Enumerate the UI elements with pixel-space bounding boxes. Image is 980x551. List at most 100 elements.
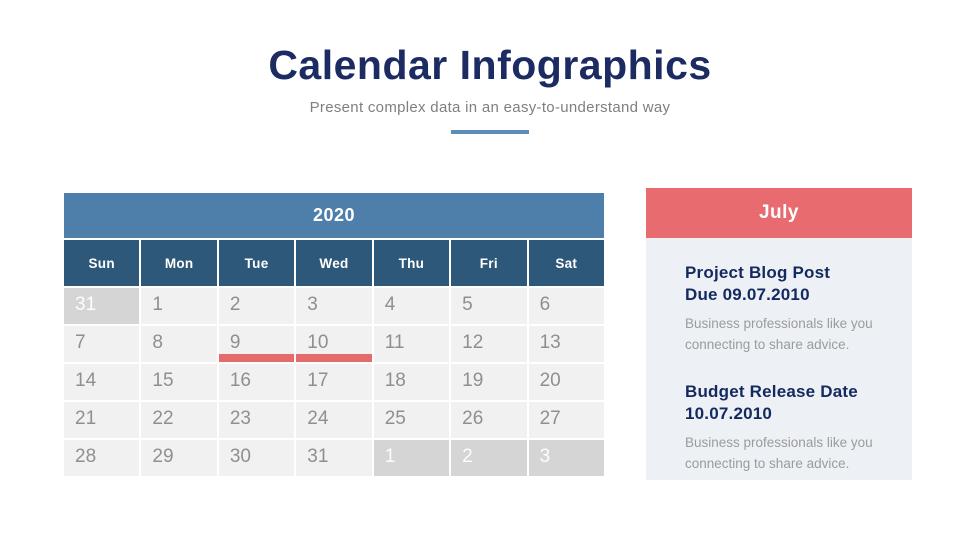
day-number: 1 xyxy=(152,294,163,315)
day-number: 4 xyxy=(384,294,396,315)
month-panel: July Project Blog Post Due 09.07.2010 Busi… xyxy=(646,188,912,480)
calendar-day-cell: 12 xyxy=(451,326,527,362)
calendar-day-cell: 25 xyxy=(373,402,450,438)
day-number: 6 xyxy=(539,294,551,315)
day-number: 17 xyxy=(307,370,329,391)
calendar-day-cell: 5 xyxy=(451,288,527,324)
day-number: 15 xyxy=(152,370,174,391)
calendar-day-cell: 2 xyxy=(218,288,295,324)
calendar-year-header: 2020 xyxy=(64,193,604,238)
day-number: 13 xyxy=(539,332,561,353)
day-header-cell: Thu xyxy=(373,240,450,286)
day-number: 12 xyxy=(462,332,484,353)
calendar-day-cell: 27 xyxy=(528,402,604,438)
calendar-day-cell: 8 xyxy=(141,326,217,362)
day-number: 1 xyxy=(384,446,396,467)
day-number: 2 xyxy=(229,294,241,315)
event-title-line: Due 09.07.2010 xyxy=(685,285,810,304)
event-marker-bar xyxy=(218,354,295,362)
day-number: 22 xyxy=(152,408,174,429)
event-title-line: Budget Release Date xyxy=(685,382,858,401)
day-number: 21 xyxy=(75,408,97,429)
calendar-day-cell: 11 xyxy=(373,326,450,362)
day-number: 31 xyxy=(307,446,329,467)
day-header-cell: Tue xyxy=(218,240,295,286)
event-marker-bar xyxy=(296,354,372,362)
title-divider xyxy=(451,130,529,134)
calendar-day-cell: 1 xyxy=(141,288,217,324)
day-number: 28 xyxy=(75,446,97,467)
day-number: 2 xyxy=(462,446,473,467)
calendar-day-header-row: Sun Mon Tue Wed Thu Fri Sat xyxy=(64,240,604,286)
day-number: 23 xyxy=(229,408,251,429)
day-number: 18 xyxy=(384,370,406,391)
day-number: 20 xyxy=(539,370,561,391)
month-panel-header: July xyxy=(646,188,912,238)
day-number: 10 xyxy=(307,332,329,353)
calendar-day-cell: 2 xyxy=(451,440,527,476)
calendar-day-cell: 23 xyxy=(218,402,295,438)
calendar-day-cell: 7 xyxy=(64,326,140,362)
calendar-day-cell: 3 xyxy=(528,440,604,476)
calendar-day-cell: 9 xyxy=(218,326,295,362)
calendar-day-cell: 6 xyxy=(528,288,604,324)
day-number: 14 xyxy=(75,370,97,391)
event-title-line: 10.07.2010 xyxy=(685,404,773,423)
event-description: Business professionals like you connecti… xyxy=(685,435,873,471)
day-header-cell: Sat xyxy=(528,240,604,286)
calendar-day-cell: 1 xyxy=(373,440,450,476)
calendar-day-cell: 28 xyxy=(64,440,140,476)
calendar-day-cell: 3 xyxy=(296,288,372,324)
calendar-day-cell: 29 xyxy=(141,440,217,476)
calendar-day-cell: 22 xyxy=(141,402,217,438)
calendar-day-cell: 30 xyxy=(218,440,295,476)
event-title: Budget Release Date 10.07.2010 xyxy=(685,381,890,425)
day-number: 19 xyxy=(462,370,484,391)
calendar-day-cell: 18 xyxy=(373,364,450,400)
day-number: 8 xyxy=(152,332,163,353)
day-number: 11 xyxy=(384,332,405,353)
calendar-grid: 31 1 2 3 4 5 6 7 8 9 10 11 12 13 14 15 16 17 18 19 20 21 22 23 2… xyxy=(64,288,604,476)
day-number: 29 xyxy=(152,446,174,467)
day-header-cell: Fri xyxy=(451,240,527,286)
day-number: 5 xyxy=(462,294,473,315)
day-number: 31 xyxy=(75,294,97,315)
event-title: Project Blog Post Due 09.07.2010 xyxy=(685,262,890,306)
day-number: 25 xyxy=(384,408,406,429)
calendar-table: 2020 Sun Mon Tue Wed Thu Fri Sat 31 1 2 3 4 5 6 7 8 9 10… xyxy=(64,193,604,476)
calendar-day-cell: 13 xyxy=(528,326,604,362)
calendar-day-cell: 14 xyxy=(64,364,140,400)
calendar-day-cell: 26 xyxy=(451,402,527,438)
day-number: 16 xyxy=(229,370,251,391)
calendar-day-cell: 31 xyxy=(296,440,372,476)
event-item: Project Blog Post Due 09.07.2010 Business … xyxy=(685,262,890,355)
day-number: 3 xyxy=(539,446,551,467)
day-number: 27 xyxy=(539,408,561,429)
event-item: Budget Release Date 10.07.2010 Business pr… xyxy=(685,381,890,474)
day-number: 24 xyxy=(307,408,329,429)
day-number: 7 xyxy=(75,332,86,353)
calendar-day-cell: 10 xyxy=(296,326,372,362)
calendar-day-cell: 15 xyxy=(141,364,217,400)
calendar-day-cell: 31 xyxy=(64,288,140,324)
month-panel-body: Project Blog Post Due 09.07.2010 Business … xyxy=(646,238,912,480)
calendar-day-cell: 20 xyxy=(528,364,604,400)
day-number: 26 xyxy=(462,408,484,429)
day-number: 30 xyxy=(229,446,251,467)
calendar-day-cell: 24 xyxy=(296,402,372,438)
day-number: 9 xyxy=(229,332,241,353)
day-header-cell: Wed xyxy=(296,240,372,286)
calendar-day-cell: 17 xyxy=(296,364,372,400)
calendar-day-cell: 19 xyxy=(451,364,527,400)
page-subtitle: Present complex data in an easy-to-under… xyxy=(309,99,671,116)
page-title: Calendar Infographics xyxy=(268,42,712,88)
event-title-line: Project Blog Post xyxy=(685,263,831,282)
calendar-day-cell: 4 xyxy=(373,288,450,324)
day-header-cell: Mon xyxy=(141,240,217,286)
event-description: Business professionals like you connecti… xyxy=(685,316,873,352)
calendar-day-cell: 16 xyxy=(218,364,295,400)
day-number: 3 xyxy=(307,294,318,315)
calendar-day-cell: 21 xyxy=(64,402,140,438)
day-header-cell: Sun xyxy=(64,240,140,286)
